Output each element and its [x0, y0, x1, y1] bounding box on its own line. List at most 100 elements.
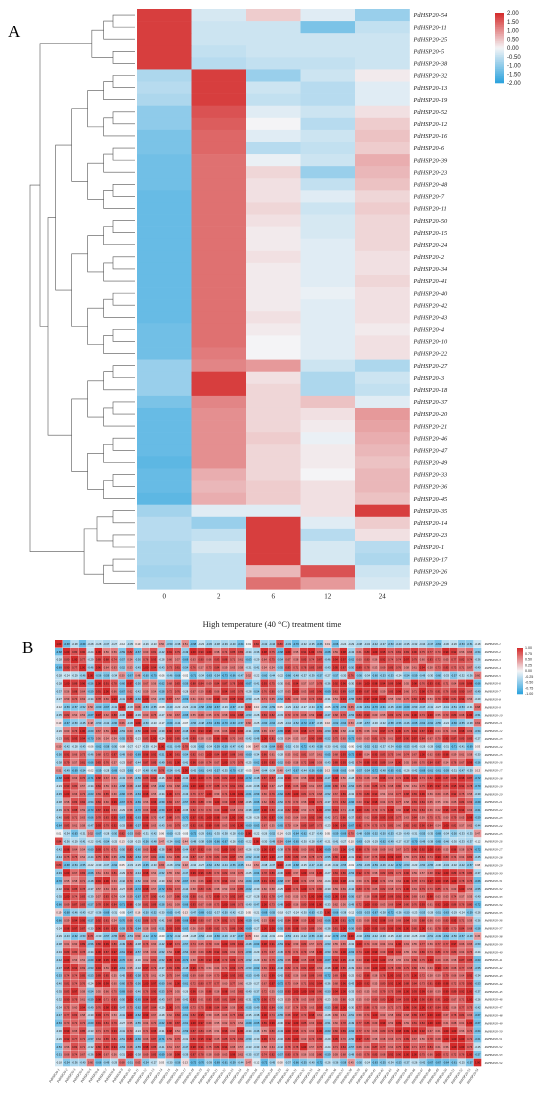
heatmap-b-cell-value: -0.26 [245, 847, 251, 851]
heatmap-b-cell [149, 695, 158, 703]
heatmap-b-cell [205, 719, 213, 727]
heatmap-b-cell [126, 679, 134, 688]
heatmap-b-cell-value: 0.89 [380, 760, 386, 764]
heatmap-b-cell [473, 726, 482, 735]
heatmap-b-cell-value: 0.53 [301, 808, 307, 812]
heatmap-b-cell [213, 663, 221, 672]
heatmap-b-cell-value: 0.76 [467, 950, 473, 954]
heatmap-b-cell [339, 734, 347, 743]
heatmap-b-cell [465, 695, 474, 703]
heatmap-b-cell [284, 640, 292, 648]
heatmap-a-cell [137, 565, 192, 578]
heatmap-b-cell-value: -0.32 [348, 792, 354, 796]
heatmap-b-cell [181, 695, 189, 703]
heatmap-b-cell-value: -0.71 [190, 673, 196, 677]
heatmap-b-cell-value: 0.59 [64, 697, 70, 701]
heatmap-b-cell [86, 726, 95, 735]
heatmap-b-cell-value: -0.53 [459, 705, 465, 709]
heatmap-b-cell-value: -0.34 [166, 839, 172, 843]
heatmap-b-cell [205, 647, 213, 656]
heatmap-b-cell [473, 647, 482, 656]
heatmap-b-cell-value: 0.80 [436, 752, 442, 756]
heatmap-a-cell [191, 9, 247, 22]
heatmap-b-cell-value: 0.96 [151, 808, 157, 812]
heatmap-b-cell-value: 0.77 [309, 729, 315, 733]
heatmap-b-cell [62, 758, 71, 767]
heatmap-b-cell-value: 0.74 [64, 974, 70, 978]
heatmap-b-cell-value: 0.63 [317, 966, 323, 970]
heatmap-b-cell-value: -0.53 [388, 831, 394, 835]
heatmap-b-cell-value: -0.66 [214, 839, 220, 843]
heatmap-b-cell-value: -0.25 [174, 831, 180, 835]
heatmap-b-cell-value: 0.72 [206, 895, 212, 899]
heatmap-b-cell [457, 726, 466, 735]
heatmap-b-cell-value: 0.86 [191, 729, 197, 733]
heatmap-b-cell-value: 0.83 [309, 689, 315, 693]
heatmap-b-cell [434, 671, 442, 680]
heatmap-b-cell-value: -0.27 [324, 871, 330, 875]
heatmap-b-cell-value: -0.56 [190, 721, 196, 725]
heatmap-b-cell [268, 711, 276, 719]
legend-a-swatch [495, 81, 504, 84]
heatmap-a-cell [300, 202, 356, 215]
heatmap-b-cell-value: 0.65 [428, 800, 434, 804]
heatmap-a-cell [355, 492, 410, 505]
heatmap-a-cell [246, 33, 301, 46]
heatmap-b-cell-value: 0.68 [467, 926, 473, 930]
heatmap-a-cell [246, 129, 301, 143]
heatmap-b-cell-value: -0.68 [64, 910, 70, 914]
heatmap-b-cell-value: 0.57 [309, 752, 315, 756]
dendrogram-branch [112, 534, 135, 548]
heatmap-b-cell-value: -0.49 [269, 839, 275, 843]
heatmap-b-cell-value: -0.31 [80, 831, 86, 835]
heatmap-b-cell [141, 742, 150, 751]
heatmap-a-cell [300, 420, 356, 433]
heatmap-b-cell-value: 0.73 [412, 855, 418, 859]
heatmap-b-cell-value: 1.00 [372, 650, 378, 654]
heatmap-b-cell-value: -0.72 [396, 863, 402, 867]
legend-a-swatch [495, 51, 504, 54]
heatmap-a-row-label: PdHSP20-35 [413, 508, 448, 515]
heatmap-b-cell-value: 1.00 [317, 950, 323, 954]
heatmap-a-cell [300, 553, 356, 566]
heatmap-b-cell [173, 726, 182, 735]
heatmap-b-cell [228, 742, 237, 751]
heatmap-b-cell-value: 0.74 [175, 792, 181, 796]
heatmap-b-cell-value: -0.28 [245, 816, 251, 820]
heatmap-b-cell-value: -0.41 [332, 745, 338, 749]
heatmap-b-cell-value: 0.96 [341, 681, 347, 685]
legend-a-swatch [495, 20, 504, 23]
heatmap-b-cell-value: -0.48 [190, 839, 196, 843]
heatmap-a-cell [246, 540, 301, 554]
heatmap-b-cell [157, 734, 166, 743]
heatmap-b-cell-value: -0.23 [56, 737, 62, 741]
heatmap-b-cell [299, 679, 308, 688]
heatmap-b-cell-value: 0.61 [151, 974, 157, 978]
heatmap-b-cell-value: 0.82 [412, 824, 418, 828]
heatmap-b-cell-value: -0.55 [119, 737, 125, 741]
heatmap-a-cell [300, 311, 356, 324]
heatmap-b-cell [126, 671, 134, 680]
heatmap-b-cell-value: 0.89 [443, 926, 449, 930]
heatmap-b-cell [331, 647, 340, 656]
heatmap-b-cell-value: 0.52 [88, 831, 94, 835]
heatmap-b-cell-value: -0.50 [411, 705, 417, 709]
heatmap-b-cell [134, 726, 142, 735]
heatmap-b-cell [197, 671, 205, 680]
heatmap-b-cell-value: -0.68 [64, 863, 70, 867]
heatmap-b-cell-value: -0.33 [277, 713, 283, 717]
heatmap-b-cell-value: -0.53 [127, 831, 133, 835]
heatmap-b-cell-value: 0.66 [333, 950, 339, 954]
heatmap-b-cell-value: -0.46 [87, 752, 93, 756]
heatmap-b-cell-value: -0.55 [151, 705, 157, 709]
heatmap-b-cell-value: -0.60 [87, 958, 93, 962]
heatmap-b-cell-value: 0.55 [285, 752, 291, 756]
heatmap-b-cell [450, 640, 458, 648]
heatmap-b-cell-value: -0.45 [388, 705, 394, 709]
heatmap-b-cell-value: -0.50 [245, 697, 251, 701]
heatmap-b-cell [244, 711, 253, 719]
heatmap-b-cell-value: -0.43 [309, 745, 315, 749]
heatmap-b-cell [110, 750, 118, 759]
heatmap-b-cell-value: -0.60 [87, 729, 93, 733]
heatmap-b-cell-value: 0.90 [262, 816, 268, 820]
